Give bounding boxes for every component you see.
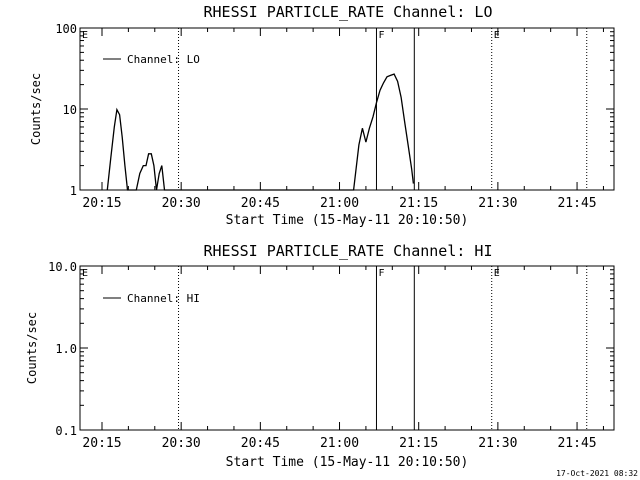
- panel-hi-xtick-label: 20:45: [241, 436, 280, 451]
- panel-lo-xtick-label: 20:15: [82, 196, 121, 211]
- panel-hi-xtick-label: 20:15: [82, 436, 121, 451]
- panel-lo-ytick-label: 100: [55, 22, 77, 36]
- panel-lo-yticks: 1 10 100: [55, 22, 614, 198]
- panel-lo: RHESSI PARTICLE_RATE Channel: LO Counts/…: [29, 3, 615, 228]
- panel-hi-yticks: 0.1 1.0 10.0: [48, 260, 614, 438]
- panel-hi-xtick-label: 21:30: [478, 436, 517, 451]
- panel-lo-xticks: 20:15 20:30 20:45 21:00 21:15 21:30 21:45: [82, 28, 604, 211]
- panel-hi-marker-label: E: [494, 268, 500, 279]
- panel-hi-ytick-label: 10.0: [48, 260, 77, 274]
- panel-lo-edge-marker-label: E: [82, 30, 88, 41]
- panel-hi-title: RHESSI PARTICLE_RATE Channel: HI: [204, 242, 493, 260]
- panel-lo-legend-label: Channel: LO: [127, 53, 200, 66]
- panel-lo-ytick-label: 1: [70, 184, 77, 198]
- panel-hi: RHESSI PARTICLE_RATE Channel: HI Counts/…: [25, 242, 615, 470]
- panel-lo-title: RHESSI PARTICLE_RATE Channel: LO: [204, 3, 493, 21]
- panel-lo-xtick-label: 21:15: [399, 196, 438, 211]
- panel-hi-xtick-label: 21:45: [557, 436, 596, 451]
- panel-lo-marker-label: F: [378, 30, 384, 41]
- panel-hi-xtick-label: 21:00: [320, 436, 359, 451]
- panel-lo-legend: Channel: LO: [103, 53, 200, 66]
- panel-hi-edge-marker-label: E: [82, 268, 88, 279]
- panel-hi-markers: EFE: [82, 266, 588, 430]
- panel-hi-xtick-label: 20:30: [162, 436, 201, 451]
- panel-lo-series-line: [106, 73, 415, 191]
- panel-hi-xlabel: Start Time (15-May-11 20:10:50): [226, 455, 469, 470]
- panel-lo-markers: EFE: [82, 28, 588, 190]
- panel-lo-series: [106, 73, 415, 191]
- panel-hi-xtick-label: 21:15: [399, 436, 438, 451]
- panel-hi-legend: Channel: HI: [103, 292, 200, 305]
- panel-lo-xtick-label: 21:30: [478, 196, 517, 211]
- panel-hi-ylabel: Counts/sec: [25, 312, 39, 384]
- panel-lo-ylabel: Counts/sec: [29, 73, 43, 145]
- panel-hi-legend-label: Channel: HI: [127, 292, 200, 305]
- panel-lo-xlabel: Start Time (15-May-11 20:10:50): [226, 213, 469, 228]
- panel-hi-ytick-label: 0.1: [55, 424, 77, 438]
- panel-lo-xtick-label: 21:45: [557, 196, 596, 211]
- panel-hi-xticks: 20:15 20:30 20:45 21:00 21:15 21:30 21:45: [82, 266, 604, 451]
- timestamp: 17-Oct-2021 08:32: [556, 469, 638, 478]
- panel-lo-xtick-label: 20:45: [241, 196, 280, 211]
- panel-lo-xtick-label: 21:00: [320, 196, 359, 211]
- panel-lo-marker-label: E: [494, 30, 500, 41]
- panel-hi-ytick-label: 1.0: [55, 342, 77, 356]
- panel-lo-ytick-label: 10: [63, 103, 77, 117]
- panel-hi-marker-label: F: [378, 268, 384, 279]
- panel-lo-xtick-label: 20:30: [162, 196, 201, 211]
